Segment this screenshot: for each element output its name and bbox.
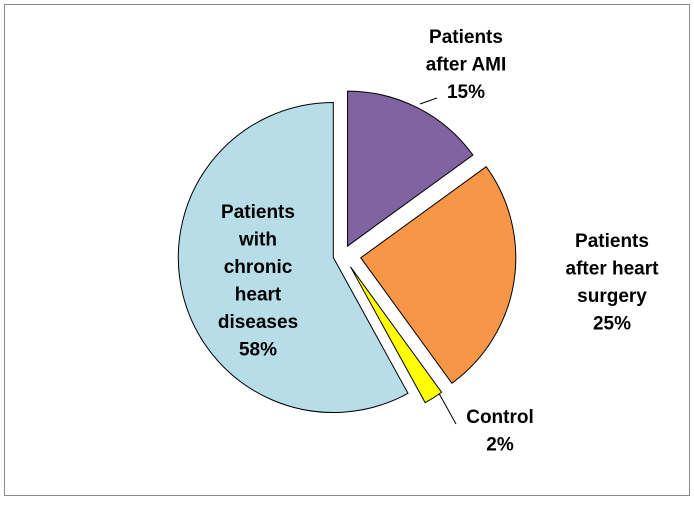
- pie-slice: [350, 266, 443, 404]
- slice-label-line: diseases: [218, 312, 298, 333]
- value-label: 15%: [447, 82, 485, 103]
- slice-label: Control: [466, 407, 534, 428]
- slice-label-line: after AMI: [426, 55, 507, 76]
- pie-slice: [360, 166, 517, 384]
- slice-label-line: after heart: [566, 259, 660, 280]
- chart-frame: [4, 4, 690, 496]
- value-label: 58%: [239, 340, 277, 361]
- pie-slice: [177, 101, 409, 413]
- slice-label-line: Control: [466, 407, 534, 428]
- slice-label-line: Patients: [575, 231, 649, 252]
- pie-slice: [347, 90, 474, 248]
- slice-label-line: chronic: [224, 257, 293, 278]
- slice-label-line: heart: [235, 285, 282, 306]
- slice-label-line: Patients: [429, 27, 503, 48]
- value-label: 25%: [593, 314, 631, 335]
- slice-label: Patients with chronic heart diseases: [218, 202, 298, 333]
- value-label: 2%: [486, 435, 514, 456]
- slice-label: Patients after heart surgery: [566, 231, 660, 307]
- leader-line: [419, 97, 438, 105]
- slice-label-line: Patients: [221, 202, 295, 223]
- slice-label: Patients after AMI: [426, 27, 507, 76]
- slice-label-line: with: [238, 230, 277, 251]
- slice-label-line: surgery: [577, 286, 647, 307]
